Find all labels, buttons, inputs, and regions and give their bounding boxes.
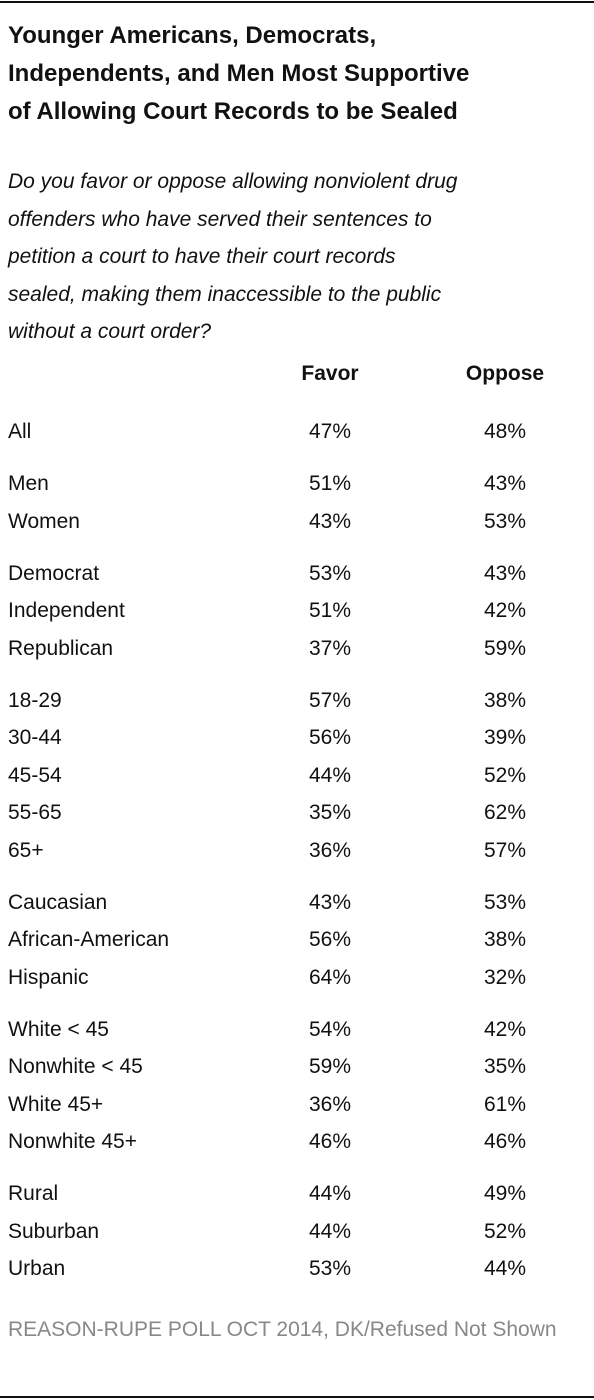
oppose-value: 59% [483,636,527,660]
favor-value: 43% [308,509,352,533]
question-line: petition a court to have their court rec… [8,245,396,268]
favor-value: 35% [308,801,352,824]
favor-value: 59% [308,1055,352,1078]
row-label: Nonwhite < 45 [8,1055,143,1078]
oppose-value: 38% [483,688,527,712]
oppose-value: 39% [483,726,527,749]
row-label: Suburban [8,1219,100,1243]
favor-value: 51% [308,472,352,495]
oppose-value: 46% [483,1130,527,1153]
top-rule [0,1,594,3]
footer: REASON-RUPE POLL OCT 2014, DK/Refused No… [8,1318,557,1341]
title-line: Younger Americans, Democrats, [8,22,377,49]
row-label: White < 45 [8,1017,109,1041]
row-label: 18-29 [8,688,62,712]
row-label: Men [8,472,49,495]
oppose-value: 52% [483,1219,527,1243]
oppose-value: 42% [483,1017,527,1041]
favor-value: 57% [308,688,352,712]
oppose-value: 44% [483,1257,527,1280]
oppose-value: 42% [483,599,527,622]
column-header: Oppose [465,362,545,385]
oppose-value: 57% [483,838,527,862]
favor-value: 43% [308,890,352,914]
row-label: Rural [8,1182,59,1205]
favor-value: 47% [308,420,352,443]
oppose-value: 52% [483,763,527,787]
column-header: Favor [301,362,359,385]
favor-value: 64% [308,965,352,989]
oppose-value: 48% [483,420,527,443]
row-label: Democrat [8,561,100,585]
favor-value: 44% [308,1219,352,1243]
row-label: Hispanic [8,965,89,989]
row-label: 55-65 [8,801,62,824]
favor-value: 44% [308,1182,352,1205]
question-line: without a court order? [8,320,212,343]
row-label: Urban [8,1257,66,1280]
favor-value: 51% [308,599,352,622]
oppose-value: 35% [483,1055,527,1078]
row-label: Women [8,509,80,533]
row-label: 30-44 [8,726,62,749]
oppose-value: 32% [483,965,527,989]
favor-value: 44% [308,763,352,787]
row-label: Caucasian [8,890,108,914]
row-label: All [8,420,32,443]
row-label: 65+ [8,838,44,862]
oppose-value: 62% [483,801,527,824]
favor-value: 54% [308,1017,352,1041]
favor-value: 36% [308,1092,352,1116]
oppose-value: 43% [483,561,527,585]
row-label: Nonwhite 45+ [8,1130,138,1153]
title-line: Independents, and Men Most Supportive [8,60,470,87]
oppose-value: 49% [483,1182,527,1205]
row-label: Republican [8,636,114,660]
row-label: White 45+ [8,1092,104,1116]
favor-value: 56% [308,928,352,951]
question-line: sealed, making them inaccessible to the … [8,282,442,306]
oppose-value: 38% [483,928,527,951]
favor-value: 53% [308,561,352,585]
bottom-rule [0,1396,594,1398]
question-line: Do you favor or oppose allowing nonviole… [8,170,458,193]
favor-value: 36% [308,838,352,862]
oppose-value: 53% [483,509,527,533]
oppose-value: 43% [483,472,527,495]
title-line: of Allowing Court Records to be Sealed [8,98,458,125]
row-label: Independent [8,599,125,622]
favor-value: 56% [308,726,352,749]
favor-value: 37% [308,636,352,660]
row-label: 45-54 [8,763,62,787]
oppose-value: 61% [483,1092,527,1116]
row-label: African-American [8,928,170,951]
question-line: offenders who have served their sentence… [8,207,432,231]
oppose-value: 53% [483,890,527,914]
favor-value: 46% [308,1130,352,1153]
favor-value: 53% [308,1257,352,1280]
